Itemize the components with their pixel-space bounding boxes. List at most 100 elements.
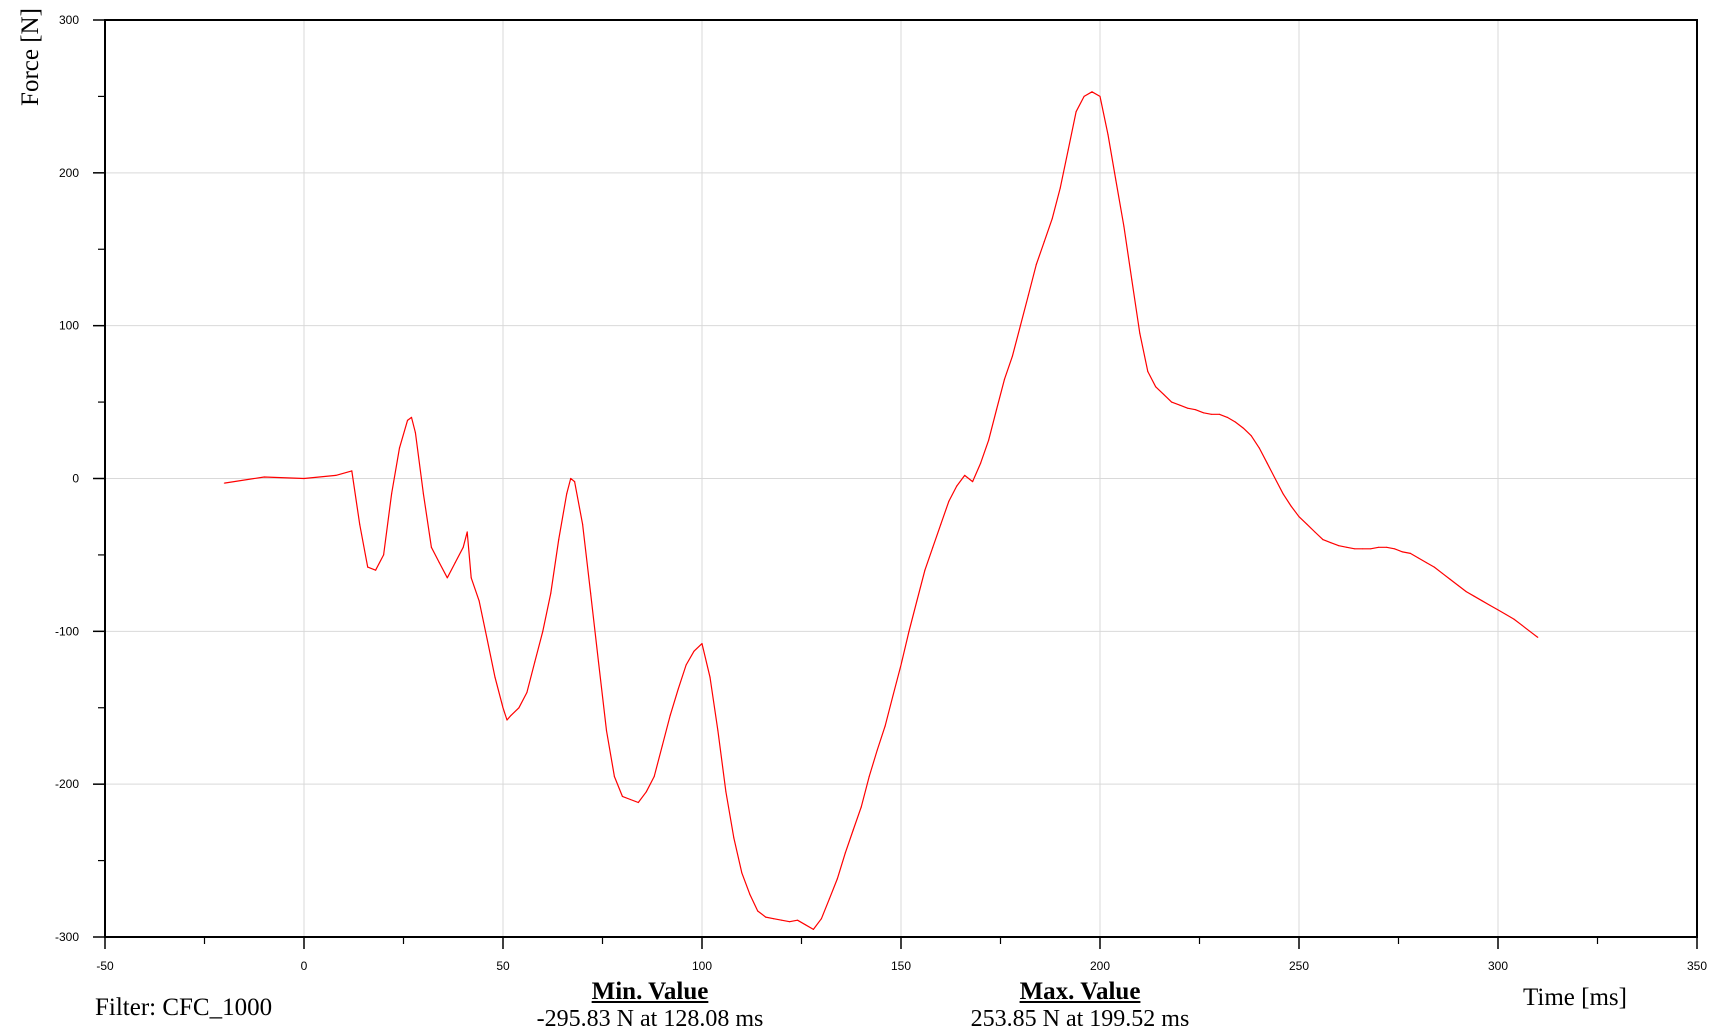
data-point	[574, 481, 576, 483]
y-tick-label: 0	[72, 472, 79, 486]
data-point	[1171, 401, 1173, 403]
data-point	[717, 730, 719, 732]
data-point	[789, 921, 791, 923]
data-point	[1417, 557, 1419, 559]
data-point	[1314, 531, 1316, 533]
data-point	[406, 419, 409, 421]
data-point	[876, 749, 878, 752]
data-point	[1091, 91, 1093, 93]
x-tick-label: 0	[301, 959, 308, 973]
data-point	[558, 539, 560, 541]
data-point	[988, 439, 990, 441]
data-point	[781, 919, 783, 921]
data-point	[741, 872, 743, 874]
data-point	[1266, 462, 1268, 464]
data-point	[701, 643, 703, 645]
data-point	[1043, 241, 1045, 243]
x-tick-label: 100	[692, 959, 712, 973]
data-point	[367, 566, 369, 568]
axis-ticks	[93, 19, 1698, 949]
data-point	[430, 546, 432, 548]
data-point	[956, 485, 958, 487]
data-point	[1505, 613, 1507, 616]
data-point	[438, 562, 440, 564]
data-point	[1051, 218, 1053, 220]
data-point	[1131, 279, 1133, 281]
y-axis-label: Force [N]	[17, 8, 44, 106]
data-point	[1242, 427, 1244, 429]
data-point	[597, 661, 600, 663]
data-point	[494, 676, 496, 678]
data-point	[542, 630, 544, 632]
data-point	[391, 493, 393, 495]
data-point	[1202, 412, 1205, 414]
x-tick-label: 150	[891, 959, 911, 973]
data-point	[414, 432, 416, 434]
data-point	[1274, 477, 1276, 480]
data-point	[629, 798, 632, 801]
data-point	[1465, 591, 1467, 593]
data-point	[709, 676, 711, 678]
data-point	[1282, 493, 1284, 495]
max-value-text: 253.85 N at 199.52 ms	[970, 1006, 1190, 1032]
data-point	[223, 482, 225, 484]
data-point	[1481, 600, 1483, 602]
data-point	[351, 470, 353, 472]
data-point	[1409, 552, 1411, 555]
data-point	[446, 577, 448, 579]
data-point	[613, 775, 616, 778]
data-point	[828, 898, 831, 900]
data-point	[1521, 624, 1523, 626]
data-point	[940, 523, 942, 525]
data-point	[1059, 187, 1061, 189]
data-point	[1083, 95, 1085, 97]
force-series-line	[224, 91, 1539, 930]
data-point	[1123, 225, 1125, 227]
data-point	[1107, 134, 1109, 136]
data-point	[1067, 149, 1069, 151]
data-point	[1194, 409, 1197, 411]
data-point	[1179, 404, 1181, 406]
data-point	[1258, 447, 1260, 449]
tick-labels: -50 0 50 100 150 200 250 300 350 300 200 100 0 -100 -2…	[55, 13, 1707, 973]
data-point	[661, 745, 663, 747]
y-tick-label: -300	[55, 930, 79, 944]
data-point	[359, 523, 361, 525]
data-point	[466, 531, 468, 533]
data-point	[1425, 562, 1427, 564]
data-point	[486, 638, 488, 640]
data-point	[836, 878, 838, 880]
grid	[105, 20, 1697, 937]
data-point	[1346, 546, 1348, 548]
data-point	[1393, 548, 1396, 550]
data-point	[980, 462, 982, 464]
data-point	[685, 664, 687, 666]
data-point	[972, 481, 974, 483]
data-point	[1322, 539, 1324, 541]
data-point	[1497, 609, 1499, 611]
data-point	[510, 714, 512, 717]
min-value-title: Min. Value	[591, 978, 709, 1005]
data-point	[1537, 636, 1539, 639]
data-point	[932, 546, 934, 548]
min-value-text: -295.83 N at 128.08 ms	[536, 1006, 764, 1032]
data-point	[812, 928, 815, 931]
data-point	[820, 918, 823, 920]
data-point	[263, 476, 265, 478]
data-point	[1139, 332, 1141, 334]
data-point	[1338, 545, 1340, 547]
data-point	[590, 592, 592, 594]
data-point	[1147, 370, 1149, 373]
data-point	[892, 694, 894, 697]
data-point	[749, 893, 751, 895]
data-point	[773, 918, 775, 920]
data-point	[1035, 263, 1037, 266]
y-tick-label: -200	[55, 777, 79, 791]
data-point	[637, 801, 639, 804]
x-axis-label: Time [ms]	[1523, 984, 1627, 1011]
x-tick-label: 300	[1488, 959, 1508, 973]
x-tick-label: -50	[96, 959, 114, 973]
data-point	[550, 592, 552, 594]
data-point	[1529, 630, 1531, 632]
